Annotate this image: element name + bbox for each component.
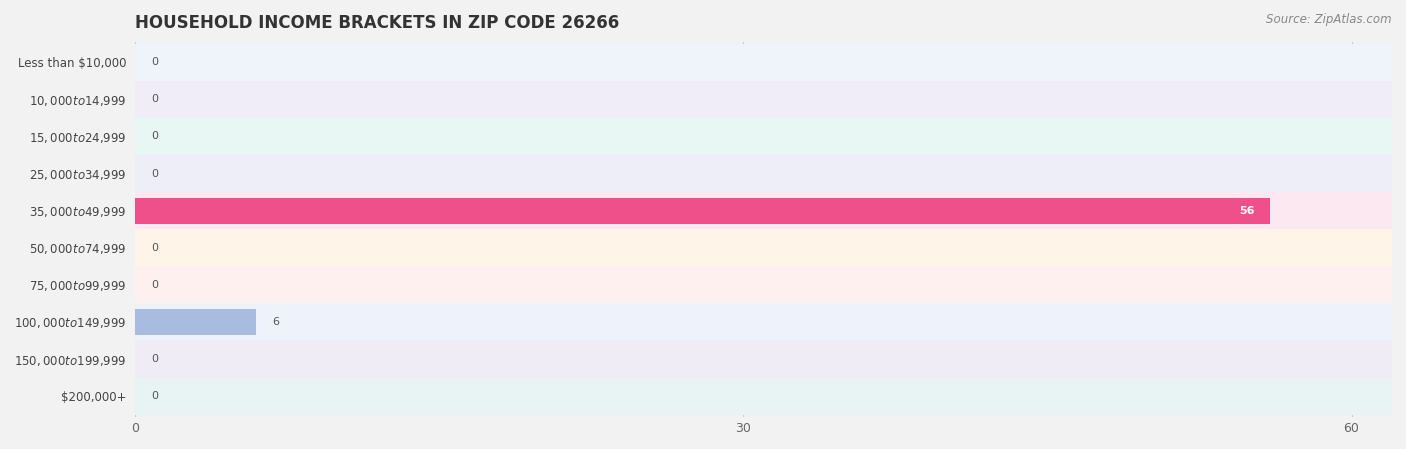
Bar [135,198,1271,224]
Text: 0: 0 [150,391,157,401]
Bar [135,81,1392,118]
Bar [135,155,1392,192]
Text: 0: 0 [150,132,157,141]
Text: Source: ZipAtlas.com: Source: ZipAtlas.com [1267,13,1392,26]
Text: 0: 0 [150,354,157,364]
Text: HOUSEHOLD INCOME BRACKETS IN ZIP CODE 26266: HOUSEHOLD INCOME BRACKETS IN ZIP CODE 26… [135,14,619,32]
Bar [135,44,1392,81]
Text: 0: 0 [150,94,157,104]
Bar [135,378,1392,415]
Text: 0: 0 [150,57,157,67]
Text: 6: 6 [273,317,280,327]
Text: 0: 0 [150,280,157,290]
Bar [135,266,1392,304]
Text: 0: 0 [150,243,157,253]
Bar [135,229,1392,266]
Bar [135,309,256,335]
Bar [135,192,1392,229]
Bar [135,118,1392,155]
Bar [135,304,1392,340]
Text: 0: 0 [150,168,157,179]
Text: 56: 56 [1239,206,1254,216]
Bar [135,340,1392,378]
